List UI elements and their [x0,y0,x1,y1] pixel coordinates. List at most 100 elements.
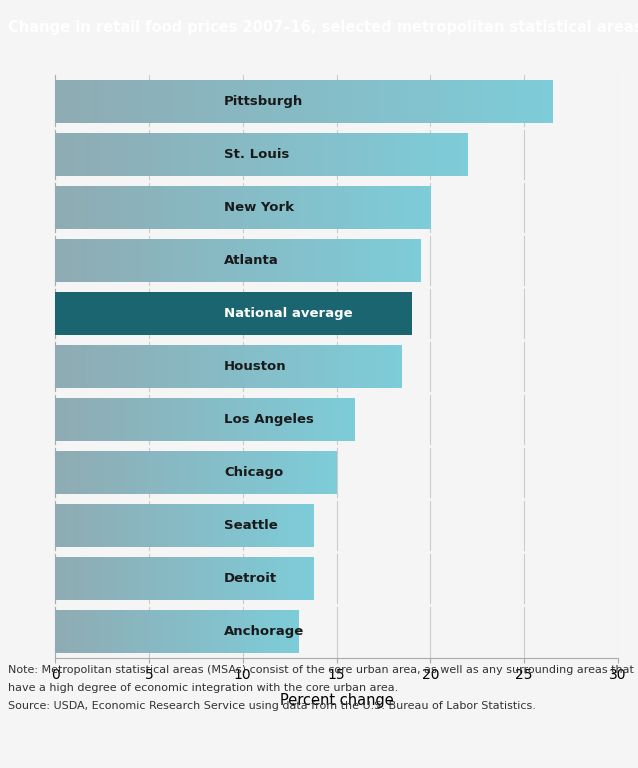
Bar [343,239,348,282]
Bar [110,239,115,282]
Bar [98,345,103,389]
Bar [213,451,217,495]
Bar [165,504,168,548]
Bar [272,133,277,176]
Bar [64,239,69,282]
Bar [416,133,422,176]
Bar [68,345,73,389]
Bar [397,186,403,229]
Bar [102,186,107,229]
Bar [85,610,89,654]
Bar [268,345,272,389]
Bar [270,239,275,282]
Bar [159,557,162,601]
Bar [159,345,164,389]
Bar [293,345,298,389]
Bar [142,398,145,442]
Bar [256,133,262,176]
Bar [145,557,149,601]
Bar [281,610,284,654]
Bar [185,451,189,495]
Bar [336,186,341,229]
Bar [329,345,333,389]
Bar [299,186,304,229]
Bar [104,451,108,495]
Bar [280,451,284,495]
Bar [239,557,243,601]
Bar [250,398,254,442]
Bar [295,557,298,601]
Bar [350,345,355,389]
Bar [422,80,428,123]
Bar [68,557,71,601]
Bar [308,133,313,176]
Bar [163,186,168,229]
Bar [107,345,112,389]
Bar [172,504,175,548]
Bar [184,133,189,176]
Bar [230,133,236,176]
Bar [148,80,154,123]
Bar [158,186,163,229]
Bar [349,133,355,176]
Bar [228,345,233,389]
Bar [119,239,124,282]
Bar [156,557,159,601]
Bar [179,239,183,282]
Bar [105,80,111,123]
Bar [366,239,371,282]
Bar [362,239,366,282]
Bar [68,504,71,548]
Bar [207,504,211,548]
Bar [115,398,119,442]
Bar [197,557,201,601]
Bar [87,557,91,601]
Bar [316,239,320,282]
Bar [284,610,287,654]
Bar [130,80,136,123]
Bar [160,398,164,442]
Bar [186,398,190,442]
Bar [172,345,177,389]
Text: Anchorage: Anchorage [224,625,304,638]
Bar [370,133,375,176]
Bar [199,451,203,495]
Bar [306,398,311,442]
Bar [217,610,220,654]
Text: Change in retail food prices 2007–16, selected metropolitan statistical areas: Change in retail food prices 2007–16, se… [8,20,638,35]
Text: Houston: Houston [224,360,286,373]
Bar [120,504,123,548]
Bar [252,451,256,495]
Bar [183,610,186,654]
Bar [189,345,194,389]
Bar [178,557,181,601]
Bar [229,610,232,654]
Bar [308,504,311,548]
Bar [447,80,453,123]
Bar [198,610,202,654]
Bar [184,504,188,548]
Bar [322,80,329,123]
Bar [297,239,302,282]
Bar [133,451,136,495]
Bar [327,186,332,229]
Bar [262,557,265,601]
Bar [245,451,249,495]
Bar [308,451,312,495]
Bar [220,557,223,601]
Bar [350,186,355,229]
Bar [307,345,311,389]
Bar [131,610,135,654]
Bar [64,504,68,548]
Bar [311,345,316,389]
Bar [295,398,299,442]
Bar [118,451,122,495]
Bar [177,186,182,229]
Bar [96,133,101,176]
Bar [192,610,195,654]
Bar [55,610,58,654]
Bar [55,398,59,442]
Bar [261,239,265,282]
Bar [335,80,341,123]
Bar [210,186,215,229]
